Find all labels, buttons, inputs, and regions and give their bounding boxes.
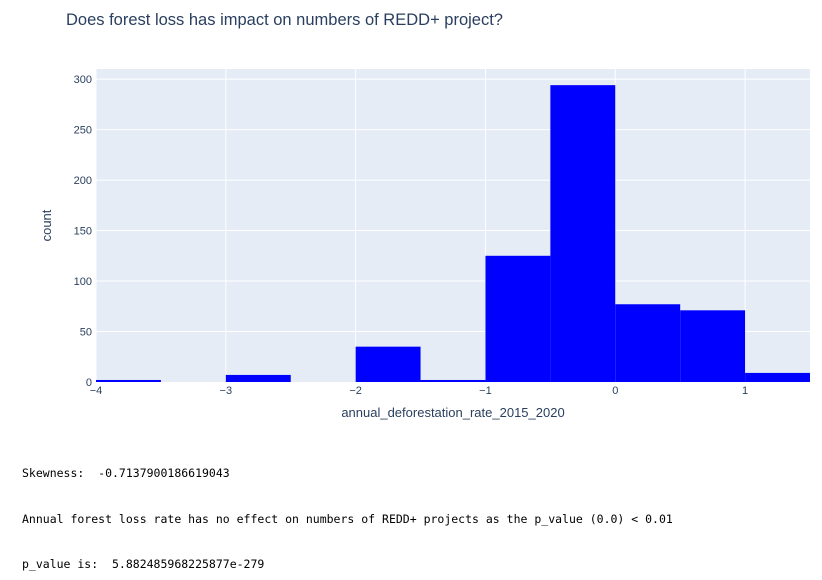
p-value-output: p_value is: 5.882485968225877e-279 xyxy=(22,557,265,571)
chart-title: Does forest loss has impact on numbers o… xyxy=(66,11,503,29)
x-tick-label: −2 xyxy=(349,385,362,397)
conclusion-output: Annual forest loss rate has no effect on… xyxy=(22,512,673,526)
skewness-output: Skewness: -0.7137900186619043 xyxy=(22,466,230,480)
y-tick-label: 250 xyxy=(74,125,92,137)
y-tick-label: 300 xyxy=(74,74,92,86)
x-axis-title: annual_deforestation_rate_2015_2020 xyxy=(341,405,564,420)
y-tick-label: 200 xyxy=(74,175,92,187)
y-tick-label: 50 xyxy=(80,327,92,339)
histogram-bar xyxy=(420,379,486,382)
histogram-bar xyxy=(680,310,746,382)
histogram-bar xyxy=(355,346,421,382)
x-tick-label: 0 xyxy=(612,385,618,397)
y-axis-title: count xyxy=(39,209,54,241)
histogram-bar xyxy=(550,85,616,382)
x-tick-label: −1 xyxy=(479,385,492,397)
histogram-bar xyxy=(225,374,291,382)
y-tick-label: 100 xyxy=(74,276,92,288)
y-tick-label: 0 xyxy=(86,377,92,389)
x-tick-label: −3 xyxy=(220,385,233,397)
histogram-chart: 0 50 100 150 200 250 300 −4 −3 −2 −1 0 1 annual_defor… xyxy=(39,69,810,420)
y-tick-label: 150 xyxy=(74,226,92,238)
histogram-bar xyxy=(96,379,161,382)
x-tick-label: 1 xyxy=(742,385,748,397)
histogram-bar xyxy=(615,304,681,382)
x-tick-label: −4 xyxy=(90,385,103,397)
histogram-bar xyxy=(745,372,810,382)
histogram-bar xyxy=(485,255,551,382)
